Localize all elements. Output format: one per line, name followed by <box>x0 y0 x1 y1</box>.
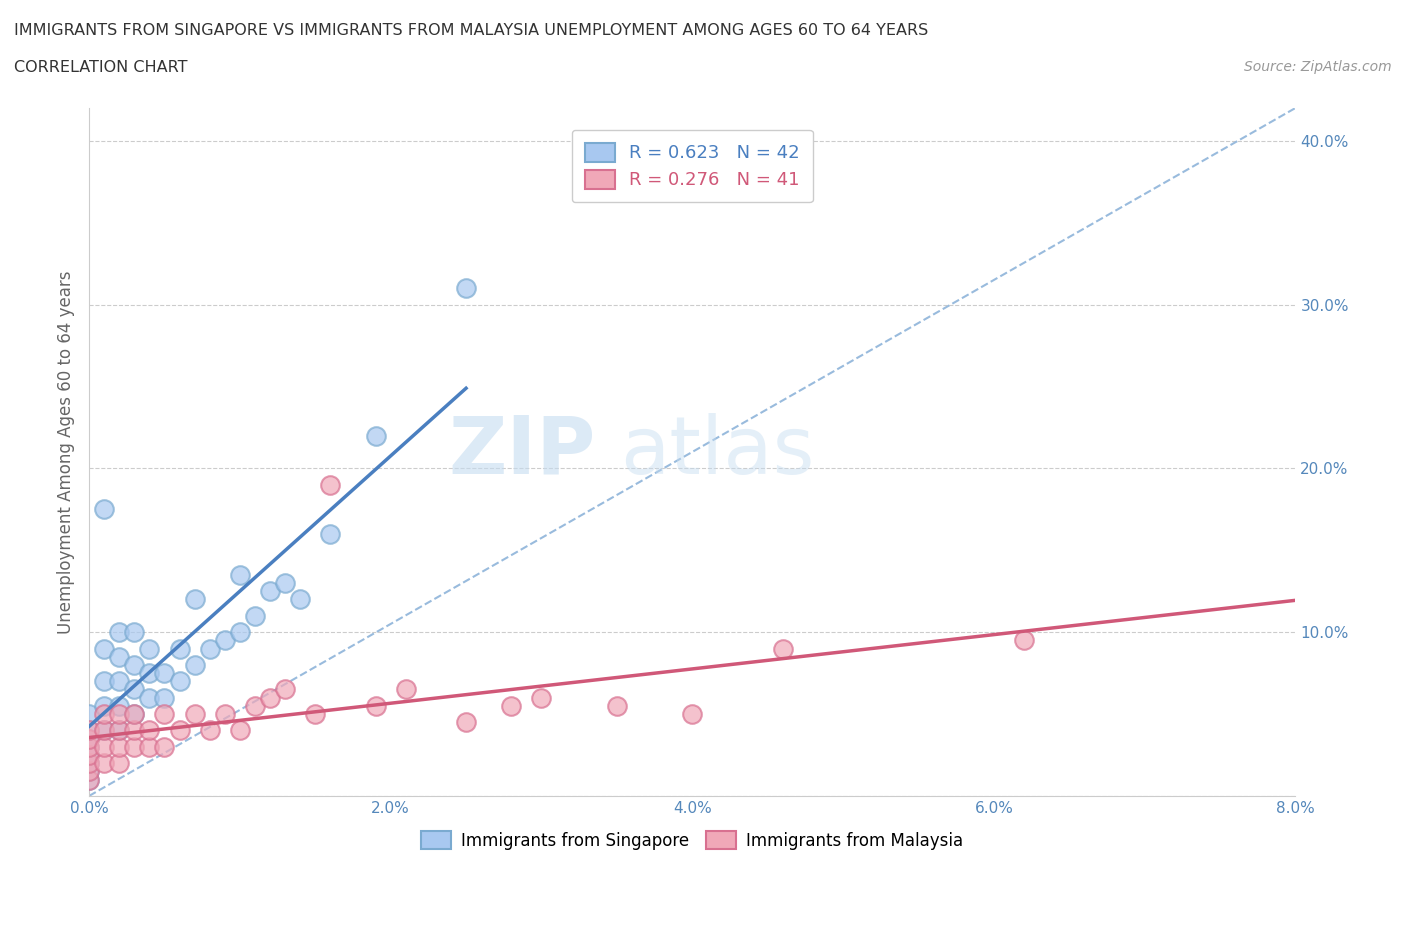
Point <box>108 723 131 737</box>
Point <box>606 698 628 713</box>
Point <box>124 625 146 640</box>
Point <box>77 723 100 737</box>
Point <box>169 641 191 656</box>
Point <box>259 584 281 599</box>
Point <box>77 772 100 787</box>
Point <box>77 739 100 754</box>
Point <box>93 707 115 722</box>
Y-axis label: Unemployment Among Ages 60 to 64 years: Unemployment Among Ages 60 to 64 years <box>58 271 75 633</box>
Point <box>183 707 205 722</box>
Point <box>198 723 221 737</box>
Point <box>77 731 100 746</box>
Point <box>274 682 297 697</box>
Point <box>274 576 297 591</box>
Point <box>183 658 205 672</box>
Point <box>93 723 115 737</box>
Point <box>108 739 131 754</box>
Point <box>198 641 221 656</box>
Point <box>124 682 146 697</box>
Text: CORRELATION CHART: CORRELATION CHART <box>14 60 187 75</box>
Point <box>214 633 236 648</box>
Point <box>93 723 115 737</box>
Text: IMMIGRANTS FROM SINGAPORE VS IMMIGRANTS FROM MALAYSIA UNEMPLOYMENT AMONG AGES 60: IMMIGRANTS FROM SINGAPORE VS IMMIGRANTS … <box>14 23 928 38</box>
Point <box>77 731 100 746</box>
Point <box>124 658 146 672</box>
Point <box>77 756 100 771</box>
Point <box>454 281 477 296</box>
Point <box>108 707 131 722</box>
Point <box>93 739 115 754</box>
Point <box>124 723 146 737</box>
Point <box>124 707 146 722</box>
Point <box>108 698 131 713</box>
Point <box>319 526 342 541</box>
Point <box>214 707 236 722</box>
Point <box>530 690 553 705</box>
Point <box>93 698 115 713</box>
Point <box>229 723 252 737</box>
Point <box>454 715 477 730</box>
Point <box>290 591 312 606</box>
Point <box>138 739 160 754</box>
Point <box>229 625 252 640</box>
Point <box>108 674 131 689</box>
Point <box>77 748 100 763</box>
Point <box>93 641 115 656</box>
Point <box>243 698 266 713</box>
Point <box>77 739 100 754</box>
Point <box>169 723 191 737</box>
Point <box>108 756 131 771</box>
Point <box>77 748 100 763</box>
Point <box>93 756 115 771</box>
Point <box>138 723 160 737</box>
Point <box>395 682 418 697</box>
Point <box>108 649 131 664</box>
Point <box>138 666 160 681</box>
Point <box>77 764 100 778</box>
Point <box>243 608 266 623</box>
Point <box>77 723 100 737</box>
Point <box>138 690 160 705</box>
Point <box>153 739 176 754</box>
Point <box>364 428 387 443</box>
Point <box>259 690 281 705</box>
Point <box>77 764 100 778</box>
Point <box>304 707 326 722</box>
Point <box>319 477 342 492</box>
Point <box>77 707 100 722</box>
Point <box>108 723 131 737</box>
Point <box>77 756 100 771</box>
Point <box>93 674 115 689</box>
Point <box>183 591 205 606</box>
Point <box>93 502 115 517</box>
Point <box>153 690 176 705</box>
Point <box>364 698 387 713</box>
Point <box>169 674 191 689</box>
Point <box>153 707 176 722</box>
Point <box>124 739 146 754</box>
Point <box>229 567 252 582</box>
Point <box>681 707 703 722</box>
Point <box>138 641 160 656</box>
Point <box>1012 633 1035 648</box>
Point <box>153 666 176 681</box>
Point <box>772 641 794 656</box>
Point <box>124 707 146 722</box>
Text: Source: ZipAtlas.com: Source: ZipAtlas.com <box>1244 60 1392 74</box>
Legend: Immigrants from Singapore, Immigrants from Malaysia: Immigrants from Singapore, Immigrants fr… <box>415 824 970 857</box>
Point <box>108 625 131 640</box>
Point <box>77 772 100 787</box>
Text: ZIP: ZIP <box>449 413 596 491</box>
Point <box>501 698 523 713</box>
Text: atlas: atlas <box>620 413 814 491</box>
